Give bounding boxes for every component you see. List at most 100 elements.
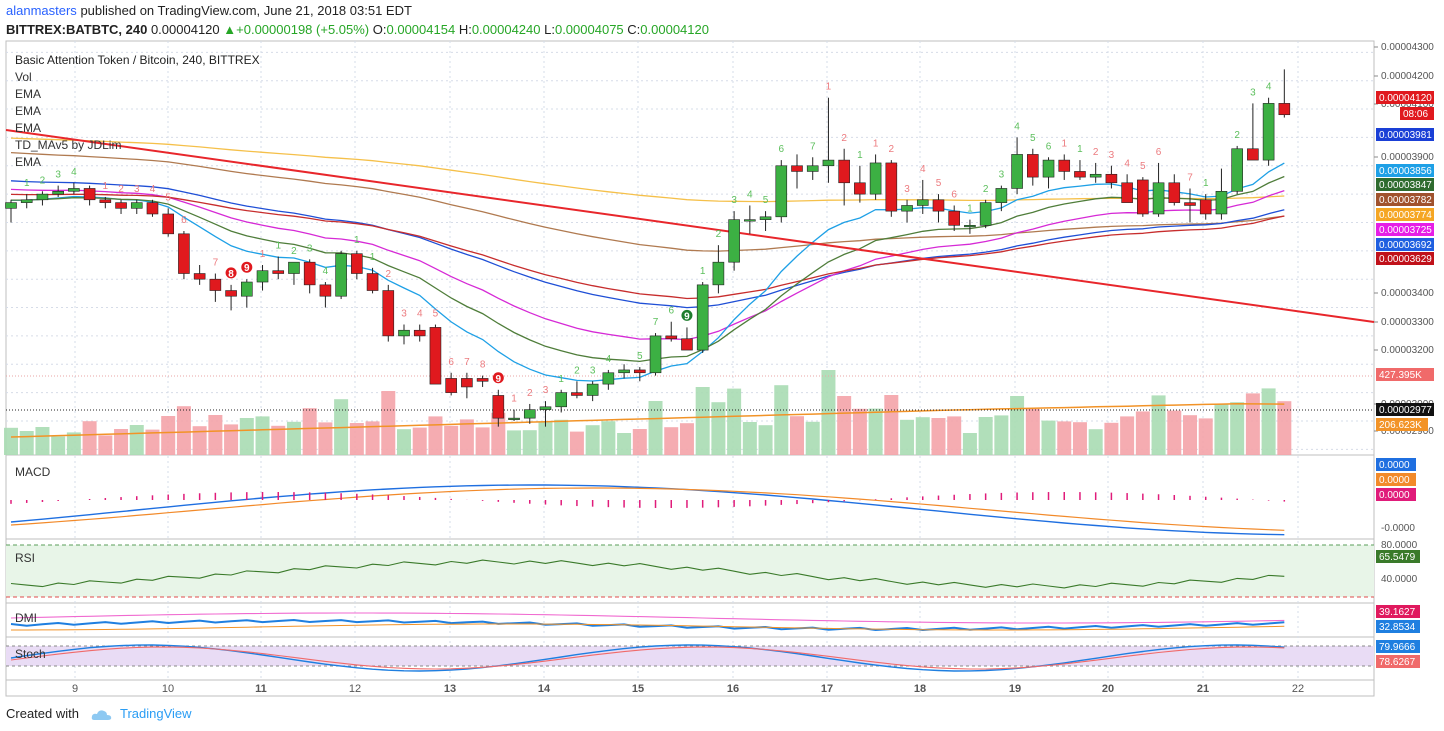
candle-body [932, 199, 945, 212]
trend-line[interactable] [5, 129, 1375, 323]
volume-bar [868, 408, 883, 455]
price-label-box [1376, 403, 1434, 416]
td-count: 5 [1140, 161, 1146, 172]
candle-body [146, 202, 159, 215]
td-count: 1 [857, 150, 863, 161]
volume-bar [758, 425, 773, 455]
candle [964, 219, 976, 234]
td-count: 1 [1203, 178, 1209, 189]
candle [979, 199, 992, 229]
candle-body [1058, 159, 1071, 172]
td-count: 7 [1187, 172, 1193, 183]
candle-body [36, 193, 49, 201]
candle-body [209, 278, 222, 291]
volume-bar [286, 421, 301, 455]
td-count: 6 [448, 357, 454, 368]
td-count: 1 [103, 181, 109, 192]
volume-bar [774, 385, 789, 455]
close-value: 0.00004120 [640, 22, 709, 37]
candle [1027, 148, 1039, 186]
price-label: 0.00003981 [1379, 130, 1432, 141]
td-count: 3 [1250, 87, 1256, 98]
ohlc-header: BITTREX:BATBTC, 240 0.00004120 ▲+0.00000… [6, 22, 709, 37]
candle [461, 372, 473, 399]
created-with-text: Created with [6, 706, 79, 721]
volume-bar [1025, 408, 1040, 455]
candle-body [948, 210, 961, 226]
price-tick-label: 0.00003200 [1381, 345, 1434, 356]
volume-bar [459, 419, 474, 455]
legend-ema-4[interactable]: EMA [15, 155, 41, 169]
volume-bar [255, 416, 270, 455]
candle [382, 284, 395, 342]
dmi-plus-line [10, 612, 1285, 624]
dmi-label[interactable]: DMI [15, 611, 37, 625]
price-label: 08:06 [1403, 109, 1428, 120]
stoch-value: 78.6267 [1379, 657, 1416, 668]
td-count: 3 [134, 184, 140, 195]
td-count: 7 [653, 317, 659, 328]
candle-body [398, 329, 410, 337]
legend-title[interactable]: Basic Attention Token / Bitcoin, 240, BI… [15, 53, 260, 67]
volume-bar [1088, 429, 1103, 455]
price-tick-label: 0.00004300 [1381, 42, 1434, 53]
candle-body [806, 165, 819, 172]
td-count: 1 [873, 138, 879, 149]
macd-value: 0.0000 [1379, 490, 1410, 501]
price-label-box [1376, 91, 1434, 104]
close-label: C: [627, 22, 641, 37]
candle-body [256, 270, 269, 283]
candle-body [696, 284, 709, 351]
candle [586, 381, 599, 402]
price-axis: 0.00004300 0.00004200 0.00004100 0.00003900… [1374, 42, 1434, 585]
price-label-box [1376, 223, 1434, 236]
candle-body [351, 253, 363, 274]
volume-bar [1104, 422, 1119, 455]
candle-body [1027, 154, 1039, 178]
candle [351, 250, 363, 280]
volume-bar [428, 416, 443, 455]
td-count: 2 [841, 133, 847, 144]
td-count: 7 [213, 258, 219, 269]
price-label-box [1376, 193, 1434, 206]
volume-bar [1057, 421, 1072, 455]
volume-bar [679, 423, 694, 455]
candle [1121, 174, 1133, 203]
macd-label[interactable]: MACD [15, 465, 51, 479]
volume-bar [852, 408, 867, 455]
candle [178, 230, 190, 280]
candle [791, 154, 803, 189]
td-count: 9 [684, 311, 690, 322]
author-link[interactable]: alanmasters [6, 3, 77, 18]
candle-body [523, 409, 536, 419]
macd-line [10, 484, 1285, 536]
candle-body [885, 162, 898, 212]
volume-bar [538, 421, 553, 455]
td-count: 1 [260, 249, 266, 260]
macd-value-box [1376, 488, 1416, 501]
time-tick-label: 15 [632, 683, 644, 695]
legend-ema-2[interactable]: EMA [15, 104, 41, 118]
dmi-pane [5, 602, 1375, 638]
volume-bar [1010, 396, 1025, 455]
candle [476, 375, 489, 387]
volume-bar [1120, 416, 1135, 455]
legend-vol[interactable]: Vol [15, 70, 32, 84]
stoch-label[interactable]: Stoch [15, 647, 46, 661]
legend-ema-1[interactable]: EMA [15, 87, 41, 101]
open-label: O: [372, 22, 387, 37]
candle-body [1121, 182, 1133, 203]
rsi-label[interactable]: RSI [15, 551, 35, 565]
macd-value-box [1376, 458, 1416, 471]
price-tick-label: 0.00002900 [1381, 426, 1434, 437]
volume-bar [1245, 393, 1260, 455]
volume-bar [648, 401, 663, 455]
legend-ema-3[interactable]: EMA [15, 121, 41, 135]
candle [1184, 188, 1196, 223]
legend-td-mav5[interactable]: TD_MAv5 by JDLim [15, 138, 121, 152]
td-count: 5 [637, 351, 643, 362]
ema-lines [10, 137, 1285, 382]
tradingview-link[interactable]: TradingView [120, 706, 192, 721]
candle-body [492, 395, 505, 419]
